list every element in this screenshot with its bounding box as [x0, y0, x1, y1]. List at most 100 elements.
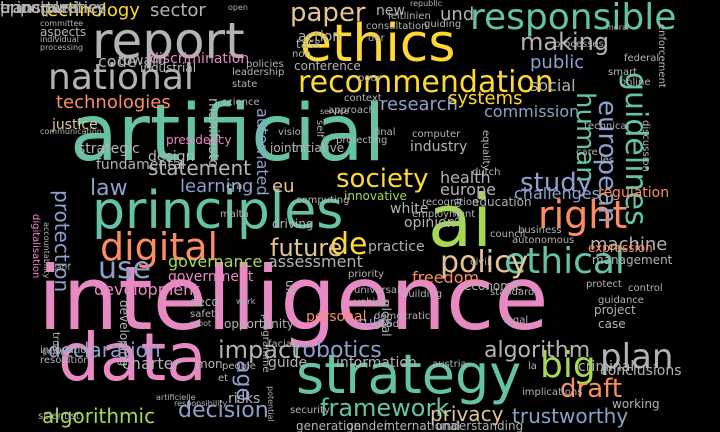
word-making: making [520, 28, 610, 56]
word-employment: employment [412, 209, 476, 220]
word-declaration: declaration [48, 338, 161, 362]
word-decision: decision [178, 398, 269, 423]
word-development: development [94, 280, 200, 299]
word-driving: driving [272, 217, 314, 231]
word-case: case [598, 317, 626, 331]
word-criminal: criminal [578, 359, 635, 375]
word-freedom: freedom [412, 268, 480, 287]
word-vehicle: vehicle [354, 297, 390, 308]
word-information: information [336, 355, 417, 371]
word-equality: equality [480, 130, 491, 171]
word-conference: conference [294, 59, 361, 73]
word-industrial: industrial [140, 61, 197, 75]
word-robotics: robotics [294, 338, 382, 363]
word-resolution: resolution [40, 355, 90, 366]
word-fundamental: fundamental [96, 157, 186, 173]
word-innovation: innovation [40, 345, 93, 356]
word-discussion: discussion [640, 120, 651, 172]
word-practice: practice [368, 239, 425, 255]
word-principles: principles [92, 181, 344, 241]
word-algorithm: algorithm [484, 338, 591, 363]
word-committee: committee [40, 19, 84, 28]
word-self: self [314, 120, 325, 138]
word-dutch: dutch [472, 167, 501, 178]
word-civil: civil [470, 257, 490, 268]
word-potential: potential [266, 386, 275, 422]
word-ai: ai [428, 179, 493, 263]
word-governance: governance [168, 252, 263, 271]
word-communication: communication [40, 127, 102, 136]
word-legal: legal [504, 315, 529, 326]
word-council: council [490, 229, 526, 240]
word-sector: sector [150, 0, 206, 21]
word-protecting: protecting [336, 135, 388, 146]
word-draft: draft [560, 374, 623, 404]
word-action: action [298, 29, 342, 45]
word-people: people [222, 361, 256, 372]
word-enforcement: enforcement [656, 24, 667, 88]
word-vision: vision [278, 127, 308, 138]
word-algorithmic: algorithmic [42, 404, 156, 428]
word-design: design [148, 149, 195, 165]
word-implications: implications [522, 387, 583, 398]
word-understanding: understanding [436, 419, 524, 432]
word-eu: eu [272, 176, 295, 197]
word-business: business [518, 225, 562, 236]
word-management: management [592, 253, 673, 267]
word-learning: learning [180, 176, 254, 197]
word-science: science [222, 97, 260, 108]
word-gender: gender [346, 419, 389, 432]
word-en: en [0, 0, 20, 17]
word-statement: statement [148, 156, 251, 180]
word-social: social [530, 76, 576, 95]
word-transparency: transparency [0, 0, 106, 17]
word-uk: uk [283, 280, 297, 295]
word-moral: moral [606, 23, 630, 32]
word-law: law [90, 176, 128, 201]
word-future: future [270, 234, 343, 262]
word-protect: protect [586, 279, 622, 290]
word-era: era [226, 181, 243, 192]
word-b: b [0, 0, 11, 17]
word-framework: framework [320, 394, 450, 422]
word-oath: oath [52, 263, 71, 272]
word-recommendation: recommendation [298, 65, 554, 100]
word-initiative: initiative [292, 141, 345, 155]
word-republic: republic [410, 0, 443, 8]
word-responsibility: responsibility [174, 399, 228, 408]
word-service: service [320, 107, 349, 116]
word-la: la [528, 361, 537, 372]
word-project: project [594, 303, 636, 317]
word-oecd: oecd [190, 295, 219, 309]
word-guide: guide [268, 355, 308, 371]
word-ethics: ethics [300, 14, 456, 74]
word-pour: pour [358, 73, 381, 84]
word-automated: automated [253, 108, 272, 196]
word-les: les [600, 155, 615, 166]
word-new: new [376, 3, 405, 19]
word-toward: toward [118, 53, 167, 69]
word-ethical: ethical [504, 241, 625, 282]
word-technology: technology [40, 0, 140, 21]
word-individual: individual [40, 35, 79, 44]
word-conclusions: conclusions [600, 363, 682, 379]
word-priority: priority [348, 269, 385, 280]
word-de: de [330, 227, 368, 262]
word-task: task [296, 37, 322, 51]
word-leadership: leadership [232, 67, 285, 78]
word-consultation: consultation [366, 21, 428, 32]
word-policies: policies [246, 59, 284, 70]
word-context: context [344, 93, 382, 104]
word-programme: programme [260, 314, 271, 373]
word-computer: computer [412, 129, 461, 140]
word-use: use [98, 251, 152, 286]
word-et: et [218, 373, 229, 384]
word-scientist: scientist [38, 411, 80, 422]
word-study: study [520, 168, 593, 198]
word-health: health [440, 168, 491, 187]
word-final: final [374, 127, 396, 138]
word-impact: impact [218, 336, 301, 364]
word-control: control [628, 283, 663, 294]
word-artificial: artificial [70, 89, 386, 179]
word-europe: europe [440, 180, 496, 199]
